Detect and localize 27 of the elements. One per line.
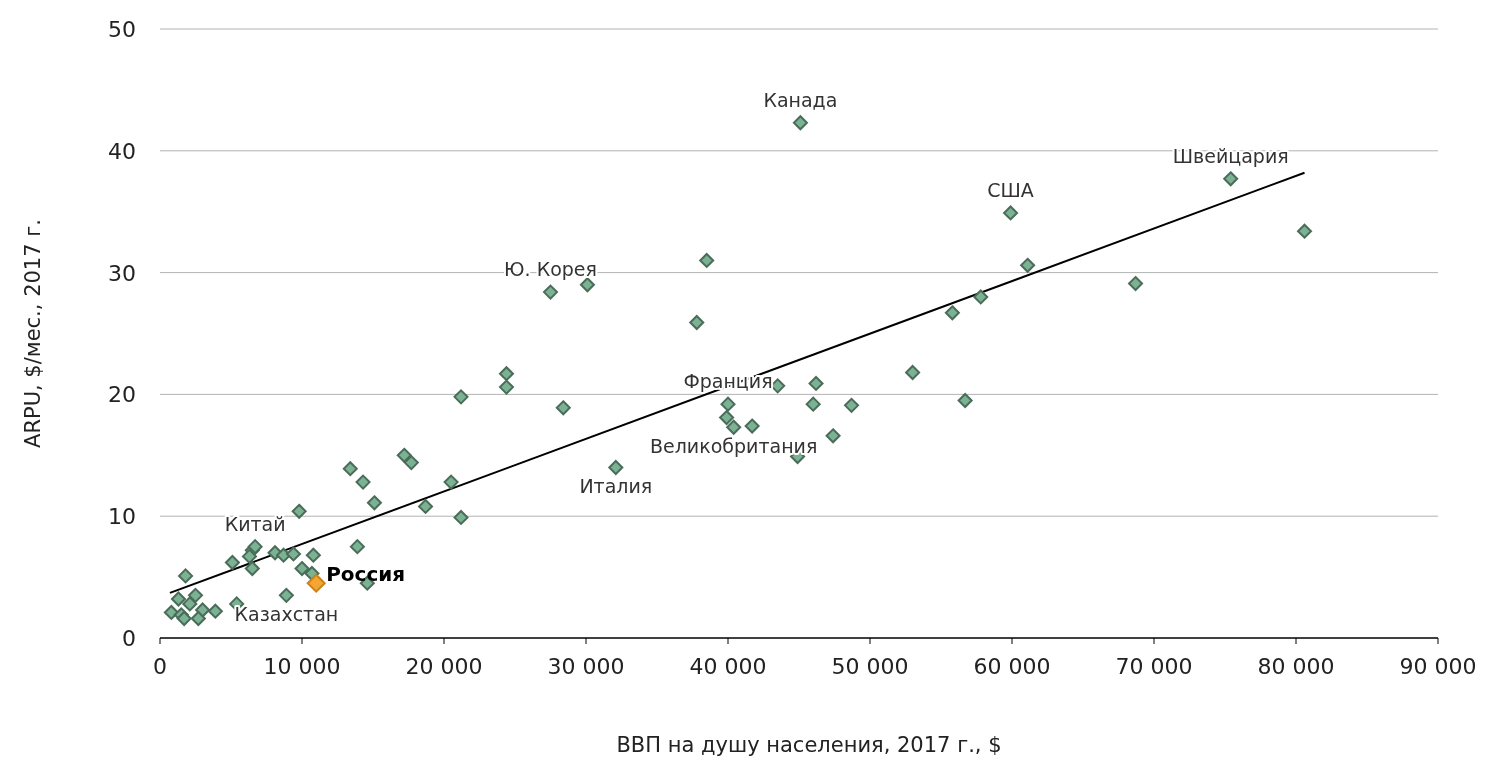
- y-tick-label: 20: [108, 382, 136, 408]
- x-tick-label: 80 000: [1257, 654, 1335, 679]
- annotation: Канада: [763, 88, 838, 111]
- annotation: Италия: [579, 475, 653, 498]
- y-tick-label: 10: [108, 504, 136, 530]
- y-tick-label: 50: [108, 17, 136, 42]
- y-tick-label: 40: [108, 138, 136, 164]
- y-axis-title: ARPU, $/мес., 2017 г.: [21, 219, 45, 448]
- x-tick-label: 70 000: [1115, 654, 1193, 679]
- annotation: США: [987, 178, 1034, 201]
- series-label: Россия: [326, 562, 406, 587]
- x-tick-label: 90 000: [1399, 654, 1477, 679]
- annotation: Швейцария: [1172, 144, 1289, 167]
- x-tick-label: 60 000: [973, 654, 1051, 679]
- x-tick-label: 40 000: [689, 654, 767, 679]
- annotation: Китай: [224, 512, 286, 535]
- x-tick-label: 30 000: [547, 654, 625, 679]
- x-tick-label: 10 000: [263, 654, 341, 679]
- annotation: Великобритания: [650, 435, 818, 458]
- x-tick-label: 50 000: [831, 654, 909, 679]
- x-tick-label: 20 000: [405, 654, 483, 679]
- x-tick-label: 0: [153, 654, 167, 679]
- x-axis-title: ВВП на душу населения, 2017 г., $: [616, 733, 1002, 757]
- y-tick-label: 0: [122, 626, 136, 651]
- annotation: Казахстан: [234, 603, 339, 626]
- y-tick-label: 30: [108, 260, 136, 286]
- annotation: Ю. Корея: [504, 258, 597, 281]
